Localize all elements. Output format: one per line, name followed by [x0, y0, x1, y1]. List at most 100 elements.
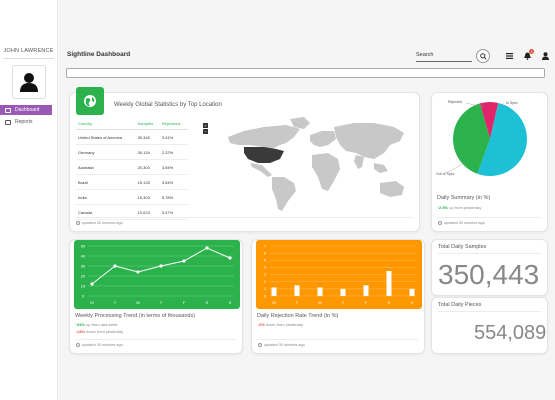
bar [294, 285, 300, 296]
processing-trend-card: 0 10 20 30 40 50 M T W T F S S Weekly Processing Tre… [69, 239, 243, 354]
clock-icon [258, 343, 262, 347]
card-divider [438, 217, 541, 218]
table-row: Brazil 15,133 3.54% [76, 174, 188, 190]
table-row: Germany 30,134 2.22% [76, 144, 188, 160]
x-tick-label: T [114, 300, 117, 305]
bar [363, 285, 369, 296]
pie-slice-rejected [479, 102, 499, 139]
x-tick-label: F [365, 300, 368, 305]
pie-slice-out-of-spec [453, 103, 490, 174]
stats-table: Country Samples Rejections United States… [76, 119, 188, 220]
summary-title: Daily Summary (in %) [437, 195, 491, 201]
zoom-in-button[interactable]: + [203, 123, 208, 128]
samples-cell: 15,303 [135, 189, 160, 205]
sidebar-item-reports[interactable]: Reports [0, 117, 57, 127]
bar [317, 287, 323, 296]
rejection-bar-chart[interactable]: 0 1 2 3 4 5 6 7 M T W T F S S [256, 240, 422, 309]
sidebar-divider [3, 58, 54, 59]
y-tick-label: 4 [264, 265, 267, 270]
total-pieces-card: Total Daily Pieces 554,089 [431, 297, 548, 354]
updated-label: updated 30 minutes ago [76, 343, 123, 347]
notifications-button[interactable]: 3 [523, 49, 534, 60]
page-title: Sightline Dashboard [67, 51, 131, 58]
x-tick-label: S [388, 300, 391, 305]
column-header: Rejections [159, 119, 188, 130]
data-point [205, 246, 209, 250]
search-button[interactable] [476, 49, 490, 63]
pie-slice-in-spec [477, 102, 527, 176]
pie-label-rejected: Rejected [448, 100, 462, 104]
user-name: JOHN LAWRENCE [3, 48, 54, 54]
data-point [113, 264, 117, 268]
processing-line-chart[interactable]: 0 10 20 30 40 50 M T W T F S S [74, 240, 240, 309]
samples-cell: 20,303 [135, 159, 160, 175]
y-tick-label: 3 [264, 272, 267, 277]
pieces-value: 554,089 [474, 322, 547, 344]
card-divider [438, 253, 541, 254]
daily-summary-card: In Spec Rejected Out of Spec Daily Summa… [431, 92, 548, 232]
table-row: United States of America 35,345 3.41% [76, 129, 188, 145]
x-tick-label: S [206, 300, 209, 305]
sidebar: JOHN LAWRENCE Dashboard Reports [0, 0, 58, 400]
y-tick-label: 40 [81, 253, 86, 258]
filter-input[interactable] [66, 68, 545, 78]
profile-button[interactable] [541, 52, 549, 60]
updated-label: updated 30 minutes ago [76, 221, 123, 225]
y-tick-label: 10 [81, 283, 86, 288]
weekly-stats-card: Weekly Global Statistics by Top Location… [69, 87, 420, 232]
bar [271, 287, 277, 296]
country-cell: Germany [76, 144, 136, 160]
dashboard-icon [5, 107, 11, 113]
x-tick-label: W [318, 300, 322, 305]
sidebar-item-dashboard[interactable]: Dashboard [0, 105, 52, 115]
sidebar-item-label: Dashboard [15, 107, 40, 113]
pie-label-out-of-spec: Out of Spec [436, 172, 455, 176]
x-tick-label: T [296, 300, 299, 305]
clock-icon [438, 221, 442, 225]
column-header: Samples [135, 119, 160, 130]
x-tick-label: T [160, 300, 163, 305]
search-input[interactable]: Search [416, 52, 434, 58]
samples-title: Total Daily Samples [438, 244, 487, 250]
rejection-chart-bg [256, 240, 422, 309]
updated-label: updated 30 minutes ago [438, 221, 485, 225]
rejections-cell: 5.78% [159, 189, 188, 205]
trend-down-icon: ↓ [257, 322, 259, 327]
rejections-cell: 2.22% [159, 144, 188, 160]
samples-cell: 35,345 [135, 129, 160, 145]
y-tick-label: 2 [264, 279, 267, 284]
world-map[interactable] [224, 115, 414, 213]
x-tick-label: S [411, 300, 414, 305]
country-cell: Australia [76, 159, 136, 175]
avatar[interactable] [11, 65, 46, 99]
trend-up-icon: ↑ [437, 205, 439, 210]
data-point [228, 256, 232, 260]
card-divider [76, 339, 236, 340]
bell-icon [523, 52, 531, 60]
processing-trend-up: ↑34% up from last week [75, 322, 118, 327]
summary-trend: ↑2.5% up from yesterday [437, 205, 482, 210]
y-tick-label: 7 [264, 243, 267, 248]
processing-trend-down: ↓14% down from yesterday [75, 329, 124, 334]
globe-badge [76, 87, 104, 115]
x-tick-label: M [272, 300, 275, 305]
menu-button[interactable] [505, 52, 513, 60]
x-tick-label: S [229, 300, 232, 305]
y-tick-label: 30 [81, 263, 86, 268]
processing-title: Weekly Processing Trend (in terms of tho… [75, 313, 196, 319]
table-header-row: Country Samples Rejections [76, 119, 188, 130]
clock-icon [76, 221, 80, 225]
column-header: Country [76, 119, 136, 130]
rejections-cell: 3.47% [159, 204, 188, 220]
map-zoom-controls: + − [203, 123, 208, 135]
menu-icon [505, 53, 513, 59]
samples-cell: 30,134 [135, 144, 160, 160]
y-tick-label: 5 [264, 258, 267, 263]
table-row: Canada 10,023 3.47% [76, 204, 188, 220]
summary-pie-chart[interactable]: In Spec Rejected Out of Spec [432, 93, 549, 193]
x-tick-label: F [183, 300, 186, 305]
samples-cell: 15,133 [135, 174, 160, 190]
zoom-out-button[interactable]: − [203, 129, 208, 134]
rejections-cell: 3.41% [159, 129, 188, 145]
y-tick-label: 1 [264, 286, 267, 291]
